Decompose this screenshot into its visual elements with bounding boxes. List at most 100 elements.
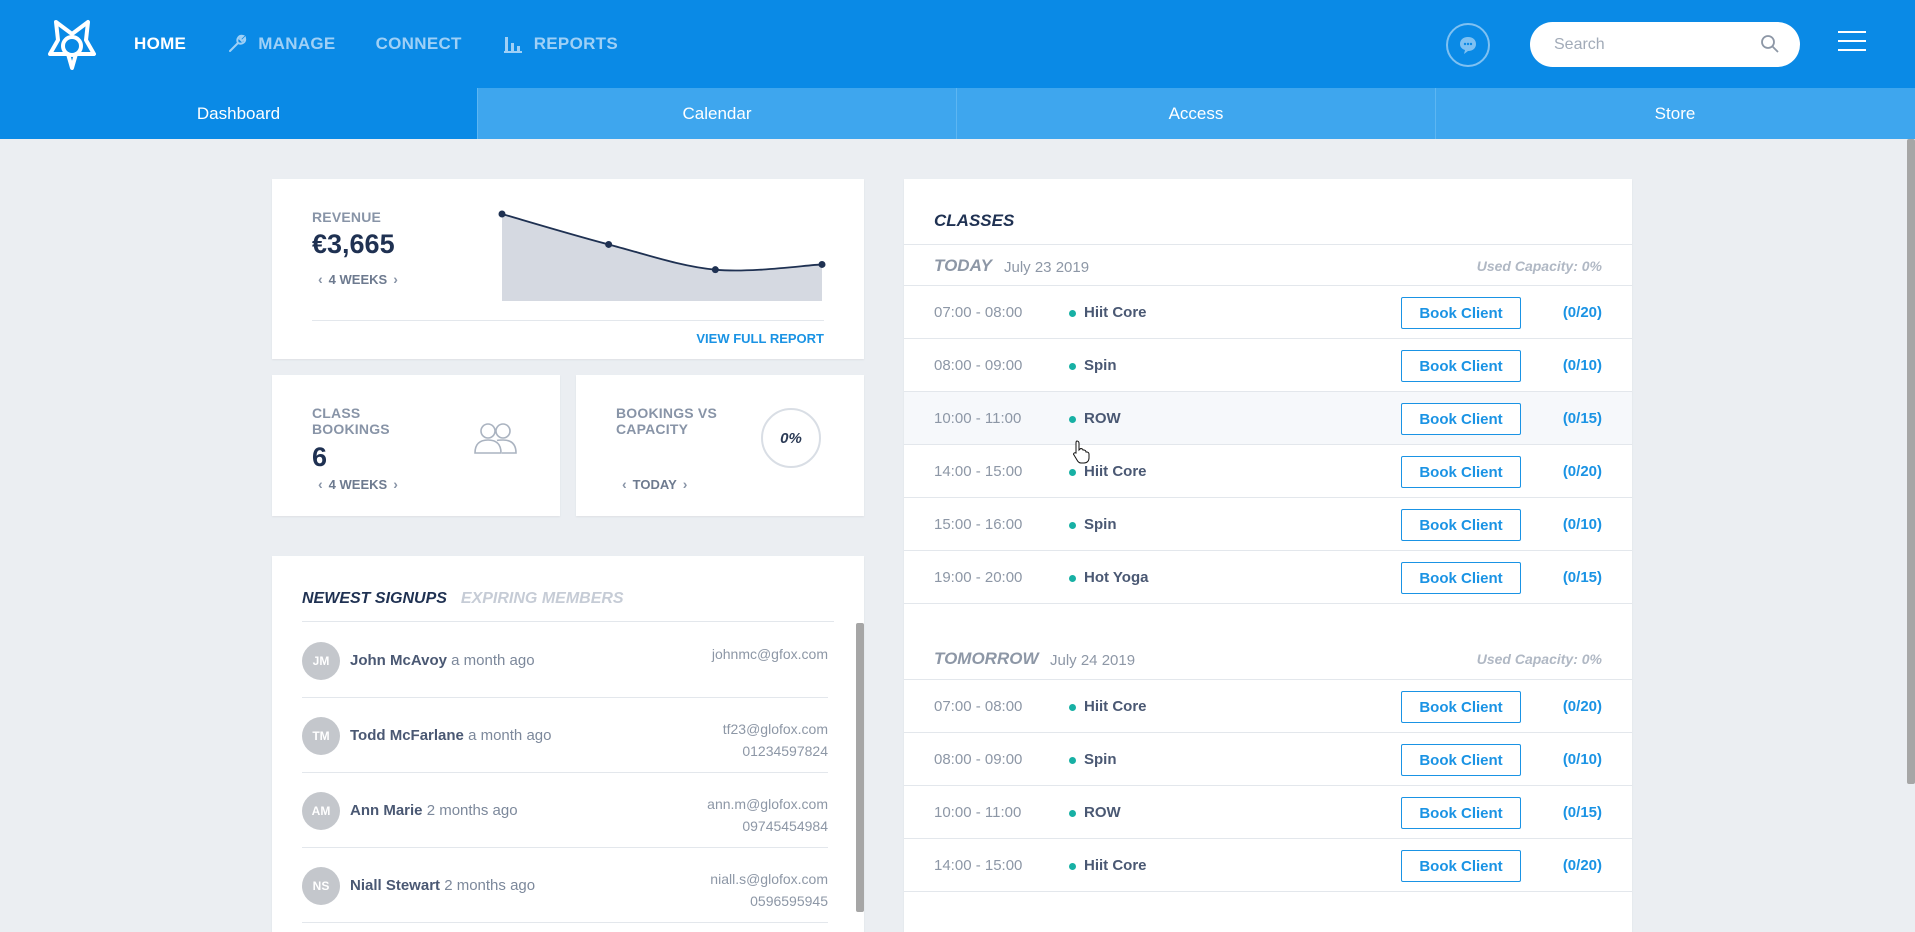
class-capacity: (0/20) — [1562, 857, 1602, 874]
capacity-period: ‹ TODAY › — [616, 476, 693, 492]
class-name[interactable]: Hiit Core — [1084, 304, 1147, 321]
member-row[interactable]: JM John McAvoy a month ago johnmc@gfox.c… — [302, 623, 828, 698]
tab-dashboard[interactable]: Dashboard — [0, 88, 477, 139]
member-phone: 09745454984 — [742, 818, 828, 834]
hamburger-menu-icon[interactable] — [1838, 31, 1866, 53]
class-capacity: (0/20) — [1562, 463, 1602, 480]
member-name-line: Ann Marie 2 months ago — [350, 802, 518, 819]
chevron-left-icon[interactable]: ‹ — [318, 271, 323, 287]
class-time: 08:00 - 09:00 — [934, 357, 1023, 374]
class-time: 14:00 - 15:00 — [934, 857, 1023, 874]
revenue-value: €3,665 — [312, 229, 395, 259]
tab-access[interactable]: Access — [956, 88, 1435, 139]
book-client-button[interactable]: Book Client — [1401, 456, 1521, 488]
status-dot — [1069, 575, 1076, 582]
class-name[interactable]: Hiit Core — [1084, 698, 1147, 715]
member-joined: a month ago — [451, 652, 535, 669]
avatar: NS — [302, 867, 340, 905]
nav-connect-label: CONNECT — [375, 34, 462, 53]
class-name[interactable]: Spin — [1084, 357, 1117, 374]
member-phone: 01234597824 — [742, 743, 828, 759]
page-scrollbar[interactable] — [1907, 139, 1915, 784]
class-time: 08:00 - 09:00 — [934, 751, 1023, 768]
member-email: niall.s@glofox.com — [710, 871, 828, 887]
nav-connect[interactable]: CONNECT — [376, 34, 462, 54]
status-dot — [1069, 310, 1076, 317]
class-row: 19:00 - 20:00 Hot Yoga Book Client (0/15… — [904, 551, 1632, 604]
day-header-today: TODAY July 23 2019 Used Capacity: 0% — [904, 244, 1632, 286]
class-capacity: (0/15) — [1562, 569, 1602, 586]
class-name[interactable]: Hot Yoga — [1084, 569, 1149, 586]
view-full-report-link[interactable]: VIEW FULL REPORT — [696, 331, 824, 346]
avatar: AM — [302, 792, 340, 830]
chevron-left-icon[interactable]: ‹ — [622, 476, 627, 492]
class-name[interactable]: ROW — [1084, 804, 1121, 821]
tab-newest-signups[interactable]: NEWEST SIGNUPS — [302, 590, 447, 607]
class-capacity: (0/20) — [1562, 304, 1602, 321]
status-dot — [1069, 416, 1076, 423]
status-dot — [1069, 469, 1076, 476]
class-name[interactable]: Spin — [1084, 516, 1117, 533]
day-date: July 23 2019 — [1004, 259, 1090, 276]
class-bookings-label: CLASS BOOKINGS — [312, 405, 390, 437]
classes-card: CLASSES TODAY July 23 2019 Used Capacity… — [904, 179, 1632, 932]
wrench-icon — [229, 34, 247, 52]
class-bookings-period-label: 4 WEEKS — [328, 476, 388, 492]
class-capacity: (0/15) — [1562, 804, 1602, 821]
avatar: JM — [302, 642, 340, 680]
capacity-label: BOOKINGS VS CAPACITY — [616, 405, 717, 437]
class-name[interactable]: Spin — [1084, 751, 1117, 768]
book-client-button[interactable]: Book Client — [1401, 350, 1521, 382]
class-bookings-value: 6 — [312, 442, 328, 472]
class-capacity: (0/10) — [1562, 751, 1602, 768]
member-name-line: Todd McFarlane a month ago — [350, 727, 551, 744]
class-name[interactable]: Hiit Core — [1084, 463, 1147, 480]
search-input[interactable] — [1554, 22, 1754, 67]
chevron-right-icon[interactable]: › — [393, 476, 398, 492]
member-contact: niall.s@glofox.com 0596595945 — [710, 868, 828, 912]
used-capacity: Used Capacity: 0% — [1476, 258, 1602, 274]
book-client-button[interactable]: Book Client — [1401, 744, 1521, 776]
nav-home-label: HOME — [134, 34, 187, 53]
member-row[interactable]: NS Niall Stewart 2 months ago niall.s@gl… — [302, 848, 828, 923]
class-row: 07:00 - 08:00 Hiit Core Book Client (0/2… — [904, 680, 1632, 733]
book-client-button[interactable]: Book Client — [1401, 797, 1521, 829]
nav-reports[interactable]: REPORTS — [502, 33, 618, 55]
class-row: 15:00 - 16:00 Spin Book Client (0/10) — [904, 498, 1632, 551]
member-name: Todd McFarlane — [350, 727, 464, 744]
class-bookings-card: CLASS BOOKINGS 6 ‹ 4 WEEKS › — [272, 375, 560, 516]
chevron-right-icon[interactable]: › — [682, 476, 688, 492]
nav-home[interactable]: HOME — [134, 34, 186, 54]
class-time: 15:00 - 16:00 — [934, 516, 1023, 533]
book-client-button[interactable]: Book Client — [1401, 297, 1521, 329]
tab-store[interactable]: Store — [1435, 88, 1914, 139]
day-date: July 24 2019 — [1050, 652, 1136, 669]
member-row[interactable]: TM Todd McFarlane a month ago tf23@glofo… — [302, 698, 828, 773]
capacity-percent: 0% — [761, 408, 821, 468]
chevron-left-icon[interactable]: ‹ — [318, 476, 323, 492]
class-row: 14:00 - 15:00 Hiit Core Book Client (0/2… — [904, 839, 1632, 892]
chat-button[interactable] — [1446, 23, 1490, 67]
revenue-label: REVENUE — [312, 209, 382, 225]
tab-expiring-members[interactable]: EXPIRING MEMBERS — [460, 590, 624, 607]
book-client-button[interactable]: Book Client — [1401, 850, 1521, 882]
book-client-button[interactable]: Book Client — [1401, 562, 1521, 594]
member-row[interactable]: AM Ann Marie 2 months ago ann.m@glofox.c… — [302, 773, 828, 848]
book-client-button[interactable]: Book Client — [1401, 691, 1521, 723]
search-icon[interactable] — [1760, 34, 1780, 54]
logo-icon[interactable] — [46, 18, 98, 70]
signups-scrollbar[interactable] — [856, 623, 864, 912]
nav-manage[interactable]: MANAGE — [226, 33, 335, 55]
nav-reports-label: REPORTS — [533, 34, 618, 53]
day-header-tomorrow: TOMORROW July 24 2019 Used Capacity: 0% — [904, 638, 1632, 680]
class-name[interactable]: ROW — [1084, 410, 1121, 427]
book-client-button[interactable]: Book Client — [1401, 509, 1521, 541]
class-time: 07:00 - 08:00 — [934, 304, 1023, 321]
member-name: John McAvoy — [350, 652, 447, 669]
chevron-right-icon[interactable]: › — [393, 271, 398, 287]
tab-calendar[interactable]: Calendar — [477, 88, 956, 139]
class-name[interactable]: Hiit Core — [1084, 857, 1147, 874]
member-contact: tf23@glofox.com 01234597824 — [723, 718, 828, 762]
class-row: 14:00 - 15:00 Hiit Core Book Client (0/2… — [904, 445, 1632, 498]
book-client-button[interactable]: Book Client — [1401, 403, 1521, 435]
